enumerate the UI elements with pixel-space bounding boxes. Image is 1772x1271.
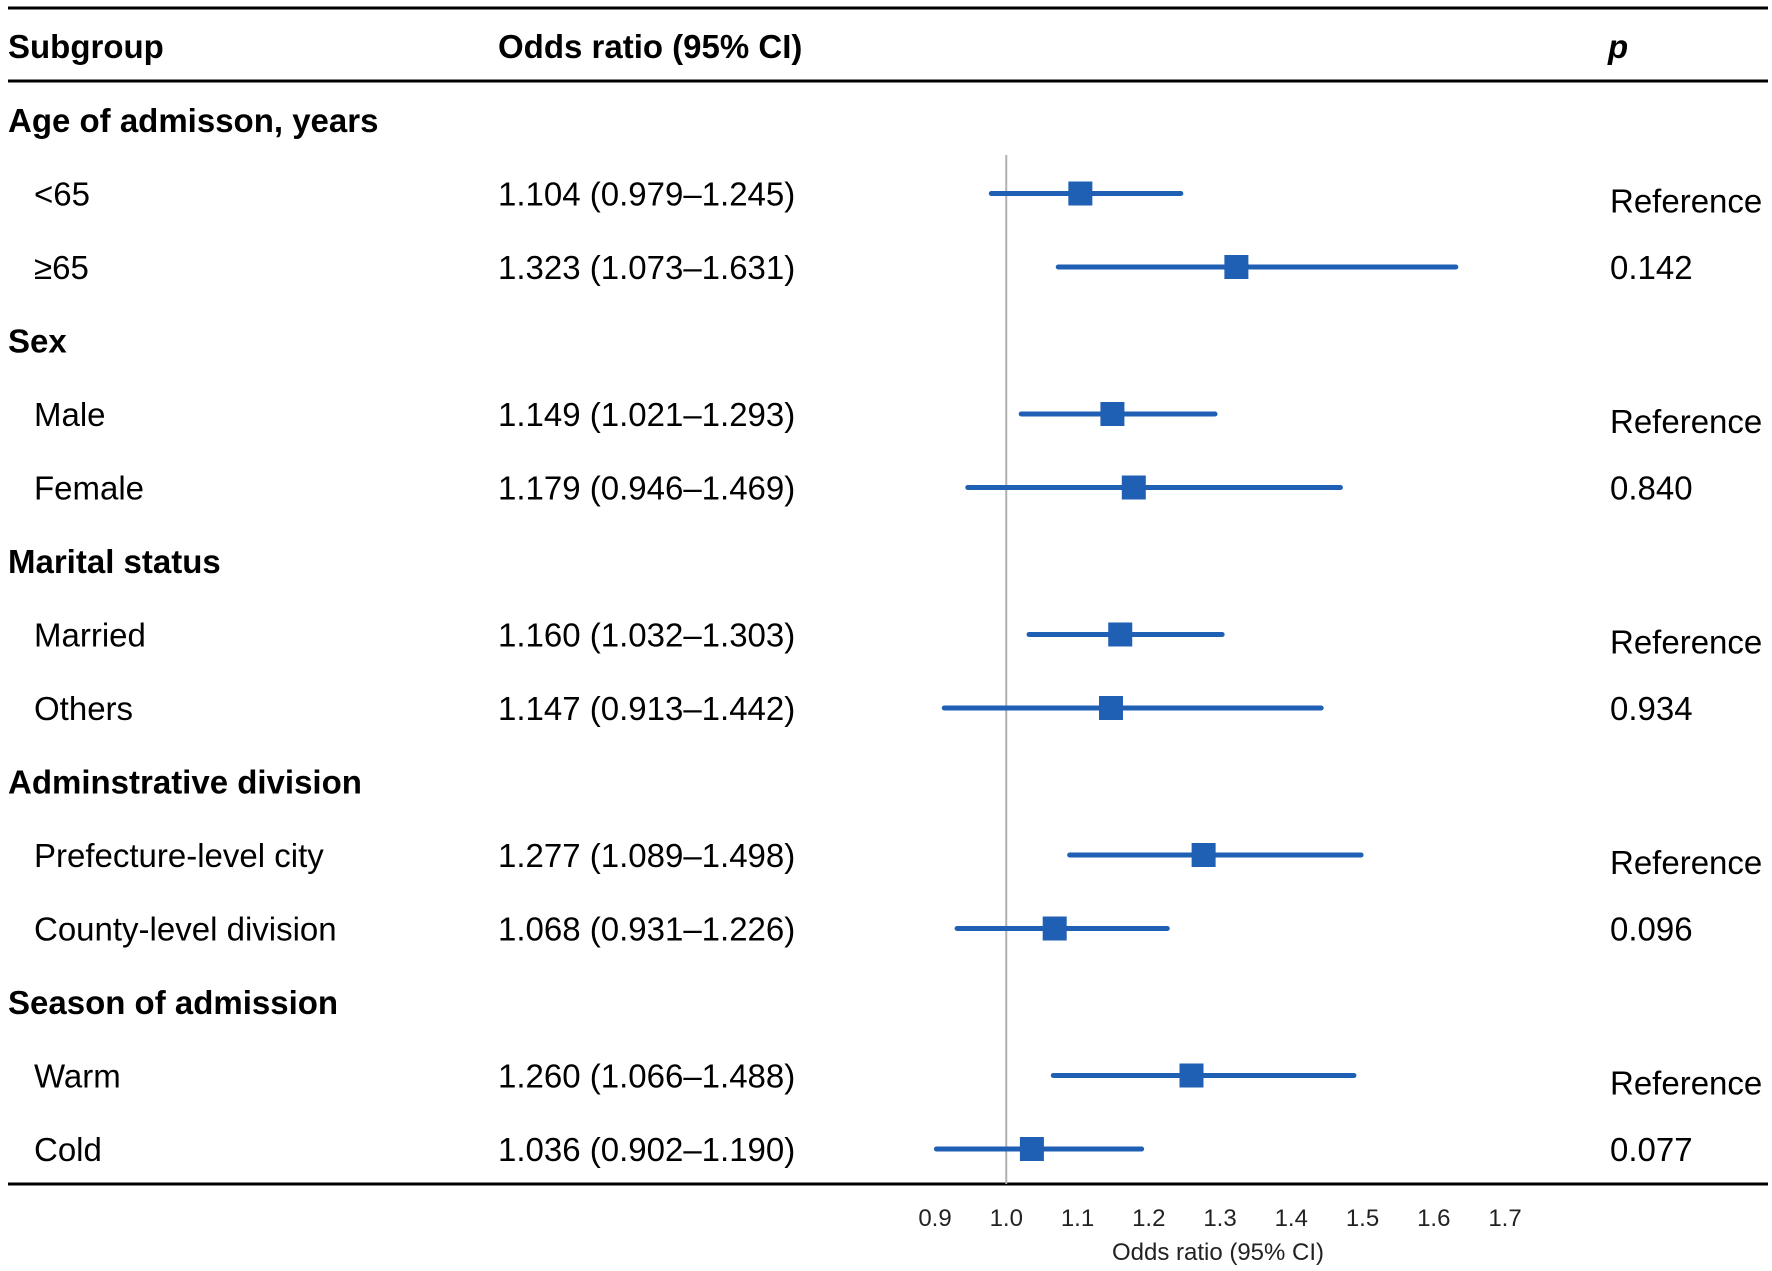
row-p-value: Reference bbox=[1610, 183, 1762, 220]
row-odds-ratio: 1.147 (0.913–1.442) bbox=[498, 690, 795, 727]
point-estimate-marker bbox=[1098, 696, 1123, 720]
row-odds-ratio: 1.277 (1.089–1.498) bbox=[498, 837, 795, 874]
group-label: Adminstrative division bbox=[8, 764, 362, 801]
row-p-value: Reference bbox=[1610, 624, 1762, 661]
row-label: <65 bbox=[34, 176, 90, 213]
group-label: Sex bbox=[8, 323, 67, 360]
x-tick-label: 1.3 bbox=[1203, 1205, 1236, 1232]
row-p-value: 0.096 bbox=[1610, 911, 1693, 948]
group-label: Age of admisson, years bbox=[8, 102, 378, 139]
group-label: Season of admission bbox=[8, 984, 338, 1021]
row-label: ≥65 bbox=[34, 249, 89, 286]
row-label: Male bbox=[34, 396, 106, 433]
x-tick-label: 1.0 bbox=[990, 1205, 1023, 1232]
x-tick-label: 1.1 bbox=[1061, 1205, 1094, 1232]
row-odds-ratio: 1.149 (1.021–1.293) bbox=[498, 396, 795, 433]
point-estimate-marker bbox=[1100, 402, 1125, 426]
point-estimate-marker bbox=[1224, 255, 1249, 279]
row-label: Warm bbox=[34, 1058, 121, 1095]
x-tick-label: 1.7 bbox=[1488, 1205, 1521, 1232]
rows-layer: Age of admisson, years <65 1.104 (0.979–1.… bbox=[8, 102, 1762, 1168]
plot-area bbox=[933, 155, 1459, 1184]
row-p-value: Reference bbox=[1610, 844, 1762, 881]
point-estimate-marker bbox=[1068, 181, 1093, 206]
x-tick-label: 0.9 bbox=[918, 1205, 951, 1232]
row-odds-ratio: 1.036 (0.902–1.190) bbox=[498, 1131, 795, 1168]
row-label: Female bbox=[34, 470, 144, 507]
group-label: Marital status bbox=[8, 543, 221, 580]
point-estimate-marker bbox=[1191, 843, 1216, 867]
point-estimate-marker bbox=[1108, 622, 1133, 647]
x-tick-label: 1.6 bbox=[1417, 1205, 1450, 1232]
row-label: Others bbox=[34, 690, 133, 727]
x-tick-label: 1.4 bbox=[1275, 1205, 1308, 1232]
row-odds-ratio: 1.160 (1.032–1.303) bbox=[498, 617, 795, 654]
row-p-value: 0.142 bbox=[1610, 249, 1693, 286]
point-estimate-marker bbox=[1042, 916, 1067, 941]
header-subgroup: Subgroup bbox=[8, 28, 164, 65]
point-estimate-marker bbox=[1121, 475, 1146, 500]
point-estimate-marker bbox=[1179, 1063, 1204, 1088]
x-axis: 0.9 1.0 1.1 1.2 1.3 1.4 1.5 1.6 1.7 bbox=[918, 1205, 1521, 1232]
row-odds-ratio: 1.323 (1.073–1.631) bbox=[498, 249, 795, 286]
row-p-value: 0.840 bbox=[1610, 470, 1693, 507]
row-label: Prefecture-level city bbox=[34, 837, 324, 874]
row-odds-ratio: 1.179 (0.946–1.469) bbox=[498, 470, 795, 507]
x-axis-title: Odds ratio (95% CI) bbox=[1112, 1239, 1324, 1266]
header-p: p bbox=[1607, 28, 1628, 65]
row-odds-ratio: 1.260 (1.066–1.488) bbox=[498, 1058, 795, 1095]
row-label: Cold bbox=[34, 1131, 102, 1168]
row-odds-ratio: 1.104 (0.979–1.245) bbox=[498, 176, 795, 213]
point-estimate-marker bbox=[1019, 1137, 1044, 1161]
row-p-value: Reference bbox=[1610, 403, 1762, 440]
x-tick-label: 1.2 bbox=[1132, 1205, 1165, 1232]
row-p-value: 0.934 bbox=[1610, 690, 1693, 727]
x-tick-label: 1.5 bbox=[1346, 1205, 1379, 1232]
header-odds-ratio: Odds ratio (95% CI) bbox=[498, 28, 802, 65]
row-label: Married bbox=[34, 617, 146, 654]
row-odds-ratio: 1.068 (0.931–1.226) bbox=[498, 911, 795, 948]
row-p-value: Reference bbox=[1610, 1065, 1762, 1102]
row-p-value: 0.077 bbox=[1610, 1131, 1693, 1168]
row-label: County-level division bbox=[34, 911, 337, 948]
